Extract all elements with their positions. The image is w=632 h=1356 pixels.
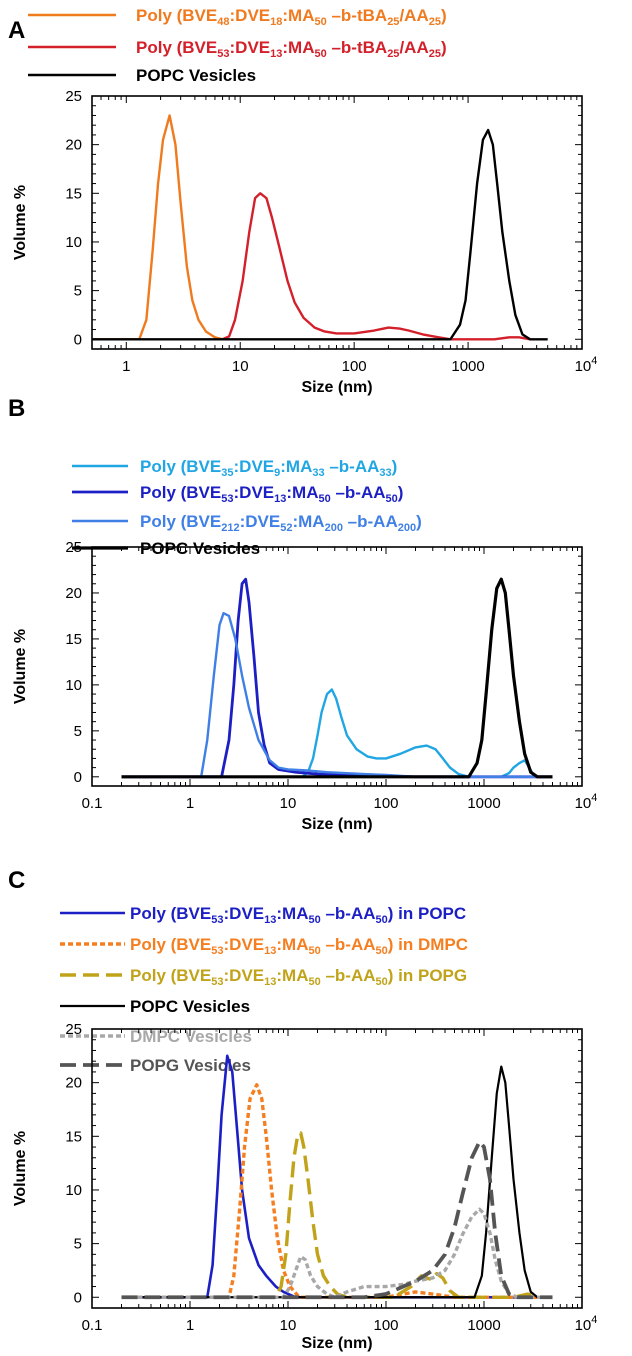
series-line-4 xyxy=(121,1065,553,1299)
x-tick-label: 1000 xyxy=(467,795,500,812)
y-tick-label: 25 xyxy=(65,1021,82,1038)
series-line-3 xyxy=(121,611,553,779)
y-tick-label: 5 xyxy=(74,1236,82,1253)
legend-entry: POPC Vesicles xyxy=(130,997,250,1016)
y-tick-label: 10 xyxy=(65,234,82,251)
y-axis-title: Volume % xyxy=(12,629,29,704)
legend-entry: DMPC Vesicles xyxy=(130,1027,252,1046)
x-tick-label: 100 xyxy=(373,795,398,812)
y-tick-label: 20 xyxy=(65,1075,82,1092)
y-tick-label: 15 xyxy=(65,1128,82,1145)
chart-panel-b: B Poly (BVE35:DVE9:MA33 –b-AA33) Poly (BVE… xyxy=(8,395,597,833)
series-line-6 xyxy=(121,1139,553,1300)
legend-entry: Poly (BVE48:DVE18:MA50 –b-tBA25/AA25) xyxy=(136,6,447,28)
legend-entry: Poly (BVE53:DVE13:MA50 –b-tBA25/AA25) xyxy=(136,38,447,60)
series-line-5 xyxy=(121,1207,553,1299)
x-tick-label: 1 xyxy=(122,358,130,375)
x-tick-label: 0.1 xyxy=(82,1317,103,1334)
series-line-3 xyxy=(92,128,548,341)
x-tick-label: 104 xyxy=(575,355,598,375)
y-tick-label: 0 xyxy=(74,769,82,786)
y-tick-label: 10 xyxy=(65,677,82,694)
chart-panel-c: C Poly (BVE53:DVE13:MA50 –b-AA50) in POPC… xyxy=(8,867,597,1352)
x-tick-label: 10 xyxy=(232,358,249,375)
chart-panel-a: A Poly (BVE48:DVE18:MA50 –b-tBA25/AA25) Po… xyxy=(8,6,597,396)
x-tick-label: 0.1 xyxy=(82,795,103,812)
legend-entry: POPG Vesicles xyxy=(130,1056,251,1075)
series-line-3 xyxy=(121,1131,538,1299)
x-tick-label: 1000 xyxy=(451,358,484,375)
x-axis-title: Size (nm) xyxy=(301,379,372,396)
legend-entry: Poly (BVE53:DVE13:MA50 –b-AA50) in POPC xyxy=(130,904,466,926)
legend-entry: POPC Vesicles xyxy=(136,66,256,85)
y-tick-label: 25 xyxy=(65,88,82,105)
legend-entry: Poly (BVE212:DVE52:MA200 –b-AA200) xyxy=(140,512,422,534)
x-axis-title: Size (nm) xyxy=(301,1335,372,1352)
series-line-1 xyxy=(92,114,223,341)
x-axis-title: Size (nm) xyxy=(301,816,372,833)
y-tick-label: 15 xyxy=(65,631,82,648)
x-tick-label: 10 xyxy=(280,1317,297,1334)
y-tick-label: 0 xyxy=(74,331,82,348)
y-axis-title: Volume % xyxy=(12,185,29,260)
y-tick-label: 0 xyxy=(74,1289,82,1306)
x-tick-label: 1 xyxy=(186,795,194,812)
panel-letter: C xyxy=(8,867,25,894)
series-line-4 xyxy=(121,577,553,779)
y-tick-label: 5 xyxy=(74,283,82,300)
x-tick-label: 100 xyxy=(373,1317,398,1334)
legend-entry: Poly (BVE53:DVE13:MA50 –b-AA50) xyxy=(140,483,403,505)
y-axis-title: Volume % xyxy=(12,1131,29,1206)
panel-letter: A xyxy=(8,17,25,44)
y-tick-label: 10 xyxy=(65,1182,82,1199)
panel-letter: B xyxy=(8,395,25,422)
plot-frame xyxy=(91,546,583,787)
series-line-1 xyxy=(121,688,538,779)
x-tick-label: 104 xyxy=(575,792,598,812)
y-tick-label: 20 xyxy=(65,137,82,154)
series-line-2 xyxy=(121,1083,553,1299)
x-tick-label: 100 xyxy=(342,358,367,375)
legend-entry: Poly (BVE35:DVE9:MA33 –b-AA33) xyxy=(140,457,397,479)
series-line-2 xyxy=(121,577,553,779)
legend-entry: POPC Vesicles xyxy=(140,539,260,558)
legend-entry: Poly (BVE53:DVE13:MA50 –b-AA50) in POPG xyxy=(130,966,467,988)
x-tick-label: 10 xyxy=(280,795,297,812)
y-tick-label: 5 xyxy=(74,723,82,740)
y-tick-label: 20 xyxy=(65,585,82,602)
x-tick-label: 104 xyxy=(575,1314,598,1334)
x-tick-label: 1000 xyxy=(467,1317,500,1334)
legend-entry: Poly (BVE53:DVE13:MA50 –b-AA50) in DMPC xyxy=(130,935,468,957)
x-tick-label: 1 xyxy=(186,1317,194,1334)
series-line-2 xyxy=(222,192,531,341)
y-tick-label: 25 xyxy=(65,539,82,556)
y-tick-label: 15 xyxy=(65,185,82,202)
